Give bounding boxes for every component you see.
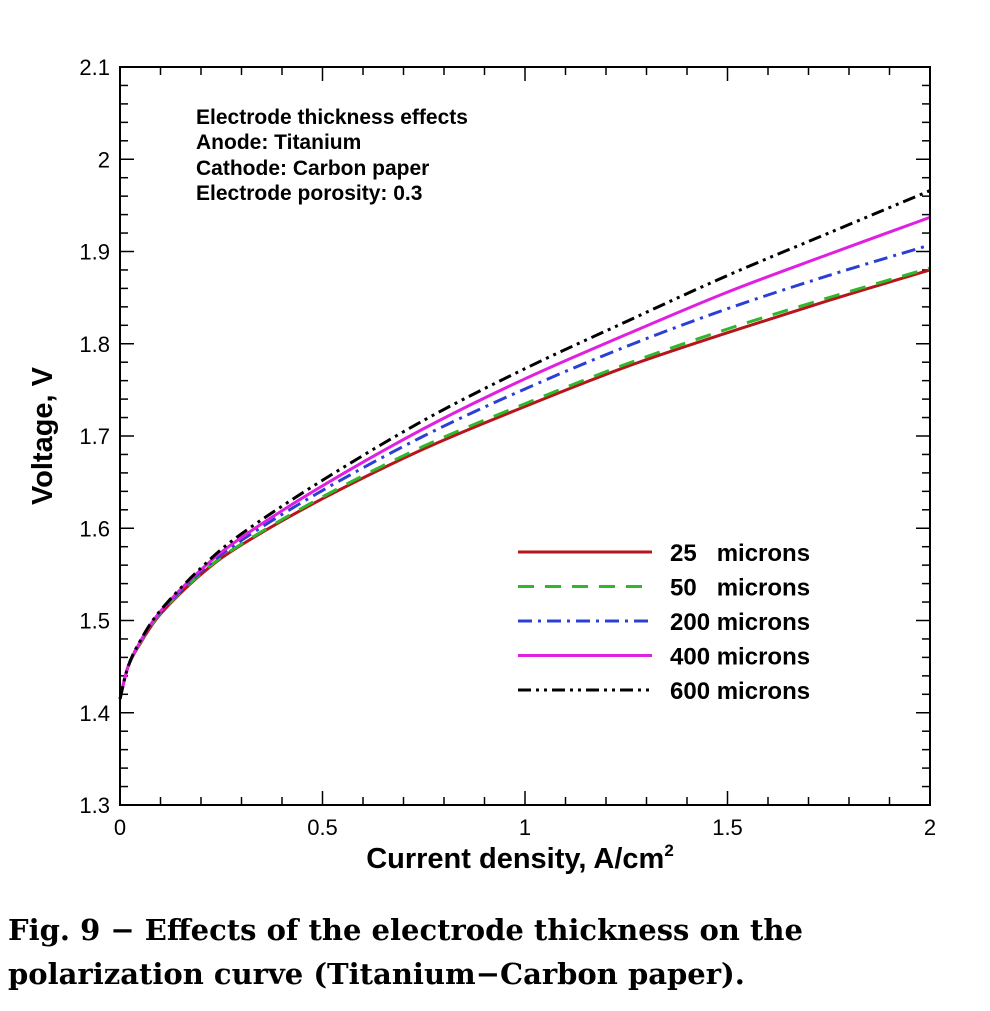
annotation-line: Cathode: Carbon paper xyxy=(196,157,429,180)
y-tick-label: 1.6 xyxy=(79,516,110,541)
series-curves xyxy=(118,189,931,700)
figure-caption: Fig. 9 − Effects of the electrode thickn… xyxy=(8,908,978,996)
annotation-line: Anode: Titanium xyxy=(196,131,361,154)
y-tick-label: 1.4 xyxy=(79,701,110,726)
legend-label-4: 600 microns xyxy=(670,678,810,705)
caption-line: polarization curve (Titanium−Carbon pape… xyxy=(8,957,745,991)
annotation-block: Electrode thickness effects Anode: Titan… xyxy=(196,106,468,205)
x-tick-label: 2 xyxy=(924,815,936,840)
x-tick-label: 0.5 xyxy=(307,815,338,840)
annotation-line: Electrode thickness effects xyxy=(196,106,468,129)
legend-label-3: 400 microns xyxy=(670,644,810,671)
y-tick-label: 1.5 xyxy=(79,609,110,634)
plot-frame xyxy=(119,66,931,806)
legend: 25 microns 50 microns 200 microns 400 micro… xyxy=(518,540,810,705)
caption-line: Fig. 9 − Effects of the electrode thickn… xyxy=(8,913,803,947)
x-tick-label: 1 xyxy=(519,815,531,840)
x-tick-label: 0 xyxy=(114,815,126,840)
series-line-4 xyxy=(118,189,931,700)
tick-labels: 0 0.5 1 1.5 2 1.3 1.4 1.5 1.6 1.7 1.8 1.9 2 2.1 xyxy=(79,55,936,840)
y-tick-label: 2.1 xyxy=(79,55,110,80)
annotation-line: Electrode porosity: 0.3 xyxy=(196,182,422,205)
y-tick-label: 2 xyxy=(98,147,110,172)
y-tick-label: 1.7 xyxy=(79,424,110,449)
legend-label-0: 25 microns xyxy=(670,540,810,567)
legend-label-1: 50 microns xyxy=(670,575,810,602)
x-axis-title: Current density, A/cm2 xyxy=(366,841,674,875)
x-tick-label: 1.5 xyxy=(712,815,743,840)
legend-label-2: 200 microns xyxy=(670,609,810,636)
y-tick-label: 1.8 xyxy=(79,332,110,357)
y-axis-title: Voltage, V xyxy=(27,366,59,505)
polarization-chart: 0 0.5 1 1.5 2 1.3 1.4 1.5 1.6 1.7 1.8 1.9 2 2.1 Curre… xyxy=(27,55,936,875)
y-tick-label: 1.9 xyxy=(79,240,110,265)
y-tick-label: 1.3 xyxy=(79,793,110,818)
